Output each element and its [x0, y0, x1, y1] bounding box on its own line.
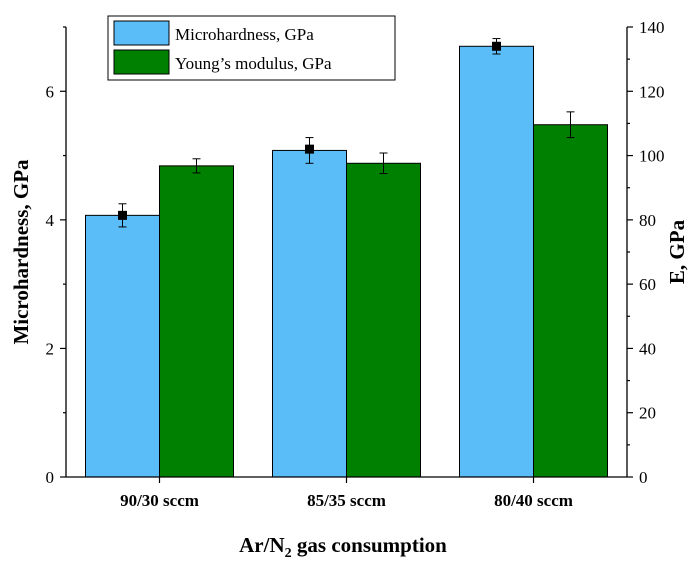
y-tick-label-right-100: 100	[639, 147, 665, 166]
bars-layer	[85, 45, 608, 478]
y-tick-label-right-60: 60	[639, 275, 656, 294]
bar-youngs-modulus-0	[159, 165, 234, 478]
right-ticks: 0 20 40 60 80 100 120 140	[627, 18, 665, 487]
x-tick-label-1: 85/35 sccm	[307, 491, 386, 510]
bar-microhardness-2	[459, 45, 534, 478]
bar-youngs-modulus-1	[346, 162, 421, 478]
x-tick-label-2: 80/40 sccm	[494, 491, 573, 510]
y-tick-label-left-4: 4	[46, 211, 55, 230]
y-axis-title: Microhardness, GPa	[9, 159, 33, 345]
x-axis-title-subscript: 2	[285, 546, 292, 561]
legend-swatch-microhardness	[113, 20, 170, 46]
mean-marker-microhardness-1	[305, 144, 314, 154]
bar-microhardness-1	[272, 149, 347, 478]
mean-marker-microhardness-2	[492, 41, 501, 51]
left-ticks: 0 2 4 6	[46, 26, 66, 487]
x-axis-title-tail: gas consumption	[292, 533, 448, 557]
y-tick-label-left-2: 2	[46, 339, 55, 358]
error-bars-layer	[118, 38, 575, 228]
y-tick-label-left-0: 0	[46, 468, 55, 487]
y-axis-title-right: E, GPa	[665, 219, 689, 284]
category-labels: 90/30 sccm 85/35 sccm 80/40 sccm	[120, 491, 573, 510]
y-tick-label-left-6: 6	[46, 82, 55, 101]
bar-microhardness-0	[85, 214, 160, 478]
x-axis-title-main: Ar/N	[239, 533, 285, 557]
y-tick-label-right-20: 20	[639, 404, 656, 423]
legend-swatch-youngs-modulus	[113, 49, 170, 75]
legend: Microhardness, GPa Young’s modulus, GPa	[107, 15, 396, 81]
bar-youngs-modulus-2	[533, 124, 608, 478]
y-tick-label-right-80: 80	[639, 211, 656, 230]
legend-label-microhardness: Microhardness, GPa	[175, 25, 314, 44]
x-axis-title: Ar/N2 gas consumption	[239, 533, 447, 561]
mean-marker-microhardness-0	[118, 210, 127, 220]
y-tick-label-right-0: 0	[639, 468, 648, 487]
legend-label-youngs-modulus: Young’s modulus, GPa	[175, 54, 332, 73]
x-tick-label-0: 90/30 sccm	[120, 491, 199, 510]
y-tick-label-right-120: 120	[639, 82, 665, 101]
y-tick-label-right-140: 140	[639, 18, 665, 37]
y-tick-label-right-40: 40	[639, 339, 656, 358]
